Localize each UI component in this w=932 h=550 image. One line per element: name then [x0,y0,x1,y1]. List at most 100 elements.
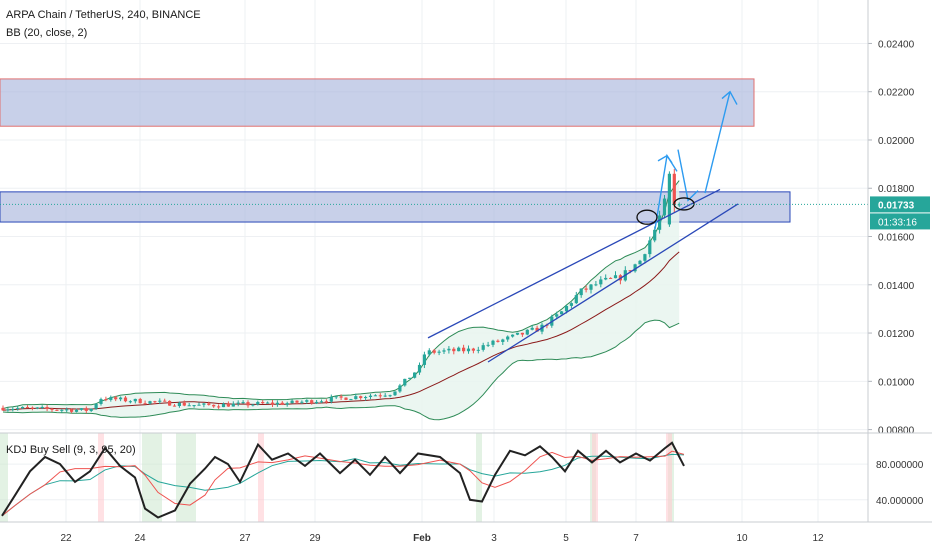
candle-body [40,407,44,409]
candle-body [339,396,343,398]
candle-body [290,400,294,404]
time-tick-label: 29 [309,533,321,544]
candle-body [187,405,191,407]
arrow-head [657,154,673,164]
candle-body [511,334,515,337]
bb-band-fill [3,180,680,420]
candle-body [138,398,142,404]
candle-body [241,402,245,404]
candle-body [432,350,436,353]
candle-body [574,295,578,304]
candle-body [295,400,299,403]
kdj-zone-shade [476,433,482,522]
candle-body [506,336,510,340]
candle-body [89,408,93,411]
time-tick-label: 5 [563,533,569,544]
candle-body [398,385,402,392]
candle-body [319,401,324,403]
candle-body [481,345,485,350]
candle-body [84,408,88,411]
candle-body [133,398,137,402]
candle-body [310,400,314,404]
candle-body [285,403,289,405]
kdj-zone-shade [0,433,8,522]
candle-body [359,396,363,399]
kdj-j-line [1,453,685,517]
time-tick-label: Feb [413,533,431,544]
price-tick-label: 0.01400 [878,281,915,292]
countdown-badge-text: 01:33:16 [878,217,917,228]
candle-body [74,409,79,412]
candle-body [530,327,534,330]
candle-body [609,277,613,279]
candle-body [35,407,39,409]
kdj-sell-shade [666,433,672,522]
user-drawings[interactable] [0,90,868,363]
candle-body [192,405,196,407]
candle-body [315,401,319,404]
candle-body [60,409,64,411]
candle-body [324,401,328,403]
candle-body [491,340,495,345]
candle-body [21,406,25,409]
candle-body [677,204,681,206]
candle-body [45,407,49,409]
countdown-badge [870,213,930,230]
time-tick-label: 3 [491,533,497,544]
candle-body [427,350,431,355]
kdj-d-line [1,450,685,517]
projection-arrow-target [704,91,731,194]
candle-body [349,399,353,401]
candle-body [555,314,559,317]
candle-body [266,402,270,404]
candle-body [158,400,162,402]
candle-body [579,288,583,296]
candle-body [667,173,671,225]
time-tick-label: 10 [736,533,748,544]
resistance-zone-upper [0,78,755,127]
kdj-k-line [1,441,685,519]
candle-body [466,348,471,352]
candle-body [163,400,167,402]
target-arrow-head [721,90,738,105]
candle-body [569,303,573,306]
price-tick-label: 0.00800 [878,426,915,437]
drawn-zones[interactable] [0,78,791,223]
candle-body [452,348,456,352]
candle-body [280,402,284,405]
bb-basis-line [2,251,680,411]
candle-body [501,339,505,342]
symbol-title: ARPA Chain / TetherUS, 240, BINANCE [6,9,201,21]
candle-body [50,408,54,410]
price-tick-label: 0.01600 [878,233,915,244]
candle-body [305,400,309,402]
candle-body [589,284,593,290]
candle-body [672,173,676,206]
kdj-zone-shade [176,433,196,522]
candle-body [354,396,358,400]
candle-body [79,408,83,410]
candle-body [6,409,10,411]
kdj-tick-label: 80.000000 [876,460,924,471]
candlesticks[interactable] [1,168,681,414]
candle-body [525,329,529,335]
candle-body [413,372,417,378]
time-tick-label: 27 [239,533,251,544]
price-tick-label: 0.02000 [878,136,915,147]
candle-body [109,397,113,400]
candle-body [364,397,368,399]
candle-body [476,349,480,351]
candle-body [275,402,279,405]
candle-body [403,378,407,386]
candle-body [246,402,250,406]
candle-body [658,215,662,230]
candle-body [520,332,524,335]
kdj-indicator-label: KDJ Buy Sell (9, 3, 95, 20) [6,444,136,456]
candle-body [334,396,338,398]
candle-body [221,403,226,408]
candle-body [422,354,426,365]
candle-body [25,406,30,408]
price-tick-label: 0.01800 [878,184,915,195]
projection-arrow-retest [677,149,699,202]
